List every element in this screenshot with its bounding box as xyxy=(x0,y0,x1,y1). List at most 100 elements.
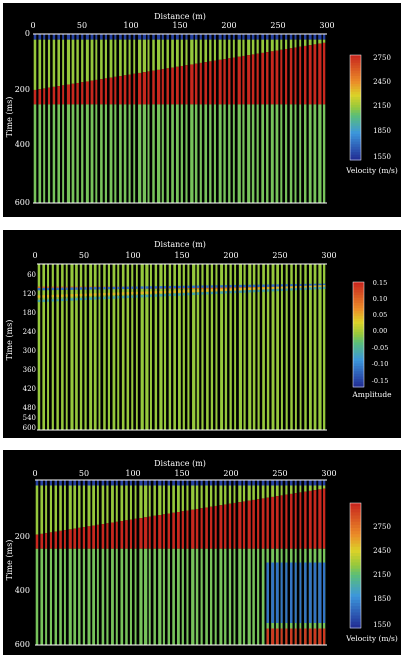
reflector xyxy=(182,285,185,289)
colorbar-swatch xyxy=(350,571,361,576)
trace-segment xyxy=(138,104,142,203)
trace xyxy=(256,34,259,203)
trace xyxy=(204,34,208,203)
colorbar-swatch xyxy=(350,149,361,153)
velocity-anomaly xyxy=(290,562,293,623)
panel-inverted-velocity: Distance (m) Time (ms) 0 50 100 150 200 … xyxy=(3,450,401,655)
reflector xyxy=(178,293,181,296)
y-tick-label: 400 xyxy=(15,140,30,149)
trace-segment xyxy=(167,485,171,514)
colorbar-swatch xyxy=(353,371,364,375)
trace xyxy=(214,480,217,645)
trace-segment xyxy=(204,34,208,40)
x-tick-label: 150 xyxy=(174,251,189,260)
trace xyxy=(318,34,322,203)
colorbar-tick-label: 1550 xyxy=(373,621,391,629)
trace xyxy=(213,34,216,203)
reflector xyxy=(61,298,64,302)
trace-segment xyxy=(280,39,283,50)
trace xyxy=(194,34,198,203)
colorbar-swatch xyxy=(350,587,361,591)
trace-segment xyxy=(186,548,189,645)
trace-background xyxy=(75,264,78,430)
reflector xyxy=(47,294,50,298)
trace-segment xyxy=(54,531,58,549)
trace-segment xyxy=(120,548,124,645)
trace-background xyxy=(89,264,93,430)
reflector xyxy=(61,287,64,291)
colorbar-swatch xyxy=(350,537,361,541)
trace-segment xyxy=(171,104,174,203)
colorbar-swatch xyxy=(350,76,361,80)
trace-segment xyxy=(176,512,180,549)
trace xyxy=(158,480,162,645)
trace-segment xyxy=(194,34,198,40)
colorbar-tick-label: -0.15 xyxy=(372,377,389,385)
trace-segment xyxy=(120,485,124,522)
trace-segment xyxy=(175,34,179,40)
trace-segment xyxy=(256,39,259,54)
trace xyxy=(68,480,72,645)
trace-segment xyxy=(318,104,322,203)
trace xyxy=(223,34,226,203)
trace-background xyxy=(318,264,322,430)
trace-segment xyxy=(313,34,317,40)
trace-segment xyxy=(49,532,53,549)
trace-background xyxy=(234,264,237,430)
colorbar-swatch xyxy=(353,289,364,293)
y-tick-labels: 0 200 400 600 xyxy=(15,29,30,207)
trace-segment xyxy=(33,89,37,105)
reflector xyxy=(89,297,93,300)
trace xyxy=(45,480,48,645)
trace xyxy=(149,264,152,430)
x-tick-label: 300 xyxy=(321,469,336,478)
reflector xyxy=(229,285,232,288)
colorbar-swatch xyxy=(350,624,361,629)
trace-background xyxy=(271,264,275,430)
reflector xyxy=(140,295,144,298)
colorbar-swatch xyxy=(350,599,361,604)
reflector xyxy=(56,294,59,298)
reflector xyxy=(234,284,237,288)
colorbar-frame xyxy=(352,281,365,388)
trace-segment xyxy=(62,34,65,40)
reflector xyxy=(257,287,260,290)
reflector xyxy=(323,286,326,290)
reflector xyxy=(220,286,224,289)
trace-background xyxy=(112,264,116,430)
trace-segment xyxy=(257,480,260,486)
trace xyxy=(66,34,71,203)
trace-segment xyxy=(85,39,89,82)
trace xyxy=(129,480,132,645)
reflector xyxy=(107,286,111,290)
trace-segment xyxy=(275,480,279,486)
trace-segment xyxy=(96,548,99,645)
trace-background xyxy=(238,264,242,430)
trace-segment xyxy=(308,480,312,486)
trace-segment xyxy=(142,104,147,203)
trace xyxy=(89,264,93,430)
trace-segment xyxy=(157,104,161,203)
trace xyxy=(242,480,246,645)
trace-segment xyxy=(308,104,312,203)
deep-layer xyxy=(304,628,307,645)
colorbar-swatch xyxy=(353,376,364,380)
colorbar-swatch xyxy=(350,115,361,119)
colorbar-swatch xyxy=(350,91,361,95)
trace-segment xyxy=(318,43,322,105)
trace-segment xyxy=(63,485,66,531)
trace xyxy=(135,264,138,430)
trace-background xyxy=(79,264,83,430)
trace-segment xyxy=(233,502,236,549)
trace xyxy=(218,34,222,203)
trace xyxy=(52,34,56,203)
trace-background xyxy=(257,264,260,430)
colorbar-swatch xyxy=(353,347,364,351)
trace-segment xyxy=(209,61,212,105)
trace-segment xyxy=(251,39,255,55)
trace xyxy=(57,34,61,203)
reflector xyxy=(168,285,172,289)
velocity-anomaly xyxy=(266,562,269,623)
trace-segment xyxy=(318,34,322,40)
trace-segment xyxy=(78,548,81,645)
